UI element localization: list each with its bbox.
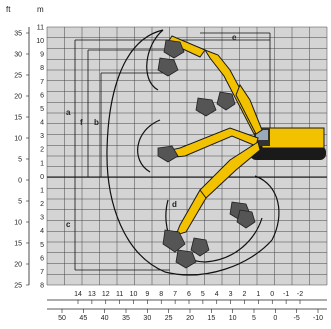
bottom-feet-tick-label: 30 (143, 315, 151, 322)
bottom-meter-tick-label: 5 (201, 291, 205, 298)
bucket-bottom-left (162, 229, 186, 253)
dimension-f: f (80, 118, 83, 127)
bottom-feet-tick-label: -10 (313, 315, 323, 322)
left-feet-scale: 35 30 25 20 15 10 5 0 5 10 15 20 25 (14, 31, 29, 290)
bottom-feet-tick-label: 5 (252, 315, 256, 322)
dimension-a: a (66, 108, 71, 117)
arm-lower (175, 189, 207, 236)
left-meter-tick-label: 6 (40, 92, 44, 99)
left-feet-tick-label: 20 (14, 94, 22, 101)
bottom-meter-tick-label: 6 (187, 291, 191, 298)
bucket-bottom-right (190, 237, 210, 257)
left-feet-tick-label: 15 (14, 115, 22, 122)
feet-unit-label: ft (6, 5, 11, 14)
left-meter-tick-label: 5 (40, 106, 44, 113)
dimension-d: d (172, 200, 177, 209)
left-meter-tick-label: 11 (37, 25, 44, 32)
bottom-feet-tick-label: 0 (273, 315, 277, 322)
left-meter-tick-label: 6 (40, 255, 44, 262)
left-meter-tick-label: 4 (40, 228, 44, 235)
left-feet-tick-label: 5 (18, 199, 22, 206)
bottom-meter-tick-label: 0 (270, 291, 274, 298)
bottom-meter-tick-label: 10 (130, 291, 138, 298)
left-meter-tick-label: 10 (36, 38, 44, 45)
meters-unit-label: m (37, 5, 44, 14)
left-meter-tick-label: 7 (40, 269, 44, 276)
bottom-meter-tick-label: 7 (173, 291, 177, 298)
left-feet-tick-label: 20 (14, 262, 22, 269)
bottom-feet-tick-label: 20 (186, 315, 194, 322)
bottom-meter-tick-label: 9 (145, 291, 149, 298)
left-feet-tick-label: 30 (14, 52, 22, 59)
bottom-meter-scale: 14 13 12 11 10 9 8 7 6 5 4 3 2 1 0 -1 -2 (74, 291, 303, 304)
bottom-meter-tick-label: 11 (116, 291, 123, 298)
left-feet-tick-label: 0 (18, 178, 22, 185)
dimension-lines (74, 32, 271, 271)
dimension-b: b (94, 118, 99, 127)
track (250, 146, 326, 160)
bottom-meter-tick-label: 14 (74, 291, 82, 298)
left-meter-tick-label: 0 (40, 174, 44, 181)
bottom-feet-tick-label: 35 (122, 315, 130, 322)
left-feet-tick-label: 35 (14, 31, 22, 38)
dimension-c: c (66, 220, 71, 229)
bottom-feet-tick-label: 15 (207, 315, 215, 322)
bottom-meter-tick-label: 8 (159, 291, 163, 298)
bottom-meter-tick-label: 2 (243, 291, 247, 298)
bottom-meter-tick-label: -2 (297, 291, 303, 298)
left-feet-tick-label: 15 (14, 241, 22, 248)
bucket-upper-right (216, 91, 236, 111)
buckets (157, 39, 256, 269)
bottom-feet-tick-label: 40 (101, 315, 109, 322)
bottom-meter-tick-label: 1 (256, 291, 260, 298)
bottom-meter-tick-label: -1 (283, 291, 289, 298)
bucket-upper-mid (195, 97, 217, 117)
left-feet-tick-label: 10 (14, 136, 22, 143)
left-meter-tick-label: 2 (40, 201, 44, 208)
left-feet-tick-label: 5 (18, 157, 22, 164)
left-meter-tick-label: 8 (40, 283, 44, 290)
left-feet-tick-label: 10 (14, 220, 22, 227)
bucket-top-2 (157, 57, 179, 77)
left-meter-tick-label: 3 (40, 133, 44, 140)
inner-upper-envelope (146, 29, 164, 91)
left-feet-tick-label: 25 (14, 73, 22, 80)
bottom-meter-tick-label: 12 (102, 291, 110, 298)
dig-depth-envelope (165, 199, 263, 263)
excavator (250, 127, 326, 160)
left-meter-tick-label: 3 (40, 215, 44, 222)
bottom-feet-tick-label: 50 (58, 315, 66, 322)
left-feet-tick-label: 25 (14, 283, 22, 290)
left-meter-tick-label: 1 (40, 187, 44, 194)
bottom-feet-tick-label: 10 (229, 315, 237, 322)
bottom-meter-tick-label: 13 (88, 291, 96, 298)
inner-lower-envelope (254, 175, 280, 241)
left-meter-tick-label: 4 (40, 120, 44, 127)
left-meter-tick-label: 8 (40, 65, 44, 72)
bottom-meter-tick-label: 4 (215, 291, 219, 298)
left-meter-tick-label: 7 (40, 79, 44, 86)
dimension-e: e (232, 33, 237, 42)
left-meter-tick-label: 2 (40, 147, 44, 154)
bottom-feet-tick-label: 45 (79, 315, 87, 322)
bucket-lower-right-2 (236, 209, 256, 229)
bottom-feet-tick-label: -5 (294, 315, 300, 322)
cab-window (256, 130, 268, 140)
left-meter-tick-label: 1 (40, 160, 44, 167)
bottom-feet-tick-label: 25 (165, 315, 173, 322)
left-meter-tick-label: 9 (40, 52, 44, 59)
bottom-meter-tick-label: 3 (229, 291, 233, 298)
bottom-feet-scale: 50 45 40 35 30 25 20 15 10 5 0 -5 -10 (58, 309, 323, 322)
upper-structure (261, 127, 325, 149)
left-meter-tick-label: 5 (40, 242, 44, 249)
inner-mid-envelope (137, 119, 161, 173)
bucket-bottom (175, 249, 197, 269)
bucket-top (163, 39, 185, 59)
bucket-mid (157, 145, 179, 163)
boom-upper-2 (235, 83, 263, 135)
